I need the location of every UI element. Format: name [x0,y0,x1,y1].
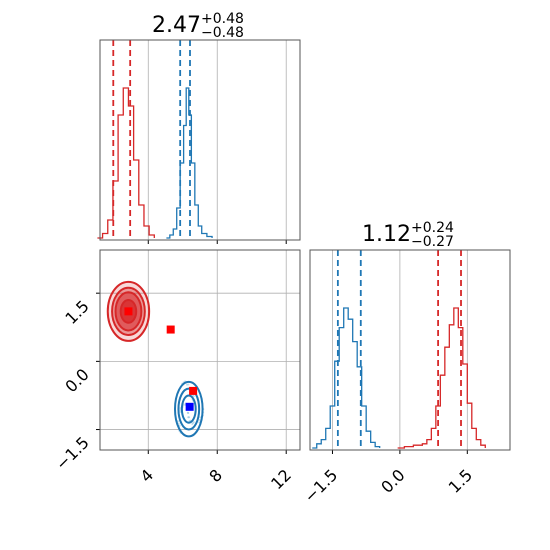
top-left-histogram-panel [97,39,301,244]
histogram-series [166,87,213,239]
histogram-series [97,87,155,239]
bottom-left-y-tick-label: 1.5 [61,297,92,328]
sample-point [192,421,195,424]
sample-point [178,424,181,427]
truth-marker [124,307,133,316]
top-left-title-plus: +0.48 [201,11,244,27]
truth-marker [185,402,194,411]
top-left-frame [99,39,301,241]
top-left-title: 2.47 [152,13,201,38]
bottom-left-x-tick-label: 12 [267,465,295,493]
bottom-left-scatter-panel: 4 8 12 1.5 0.0 −1.5 [52,249,301,493]
bottom-left-x-tick-label: 8 [205,465,226,486]
histogram-series [312,307,381,449]
bottom-left-y-tick-label: −1.5 [52,433,93,474]
bottom-right-x-tick-label: 1.5 [445,465,476,496]
sample-point [188,416,191,419]
bottom-right-title-value: 1.12 [362,222,411,247]
bottom-right-histogram-panel: −1.5 0.0 1.5 [300,249,511,506]
bottom-left-x-tick-label: 4 [136,465,157,486]
bottom-right-title-minus: −0.27 [411,234,454,250]
bottom-right-frame [309,249,511,451]
contour-level [177,387,201,431]
bottom-right-x-tick-label: 0.0 [377,465,408,496]
contour-level [174,380,204,438]
sample-point [187,412,190,415]
contour-level [180,394,197,424]
histogram-series [397,307,486,449]
bottom-right-x-tick-label: −1.5 [300,465,341,506]
bottom-left-y-tick-label: 0.0 [61,365,92,396]
truth-marker [166,325,175,334]
bottom-left-frame [99,249,301,451]
top-left-title-value: 2.47 [152,13,201,38]
top-left-title-minus: −0.48 [201,25,244,41]
bottom-right-title-plus: +0.24 [411,220,454,236]
truth-marker [189,386,198,395]
sample-point [186,383,189,386]
